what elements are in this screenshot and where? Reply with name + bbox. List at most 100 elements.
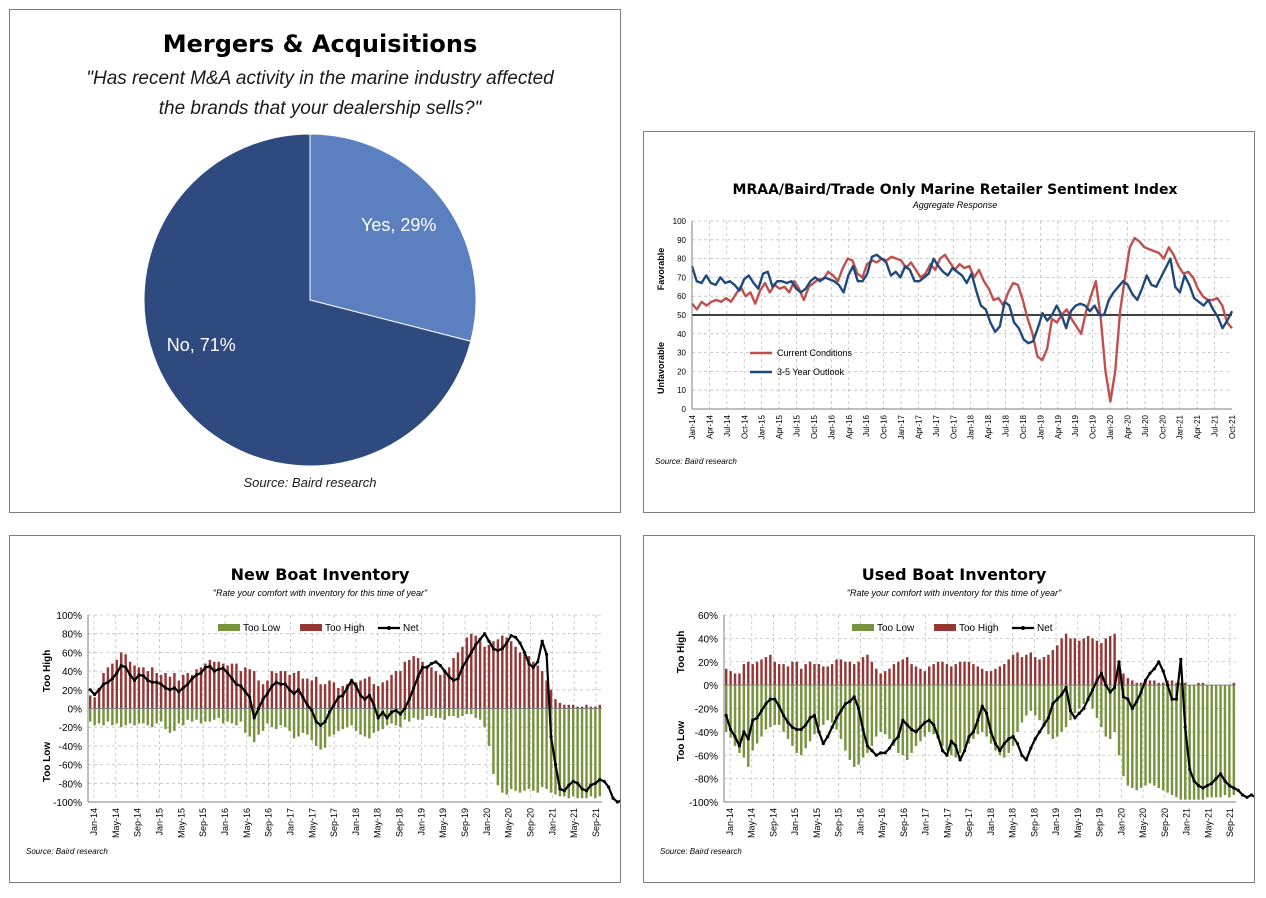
bar-too-high: [523, 654, 526, 709]
bar-too-low: [576, 708, 579, 799]
bar-too-high: [954, 664, 957, 686]
bar-too-low: [554, 708, 557, 795]
x-tick-label: Sep-15: [834, 808, 844, 837]
x-tick-label: Jan-19: [1036, 414, 1045, 439]
bar-too-high: [773, 661, 776, 686]
net-point: [376, 716, 380, 720]
net-point: [310, 708, 314, 712]
net-point: [146, 678, 150, 682]
bar-too-high: [301, 678, 305, 709]
bar-too-high: [742, 664, 746, 686]
bar-too-low: [905, 685, 909, 760]
bar-too-high: [747, 661, 750, 686]
net-point: [865, 744, 869, 748]
bar-too-low: [1232, 685, 1236, 795]
bar-too-low: [1056, 685, 1059, 737]
net-point: [1130, 706, 1134, 711]
bar-too-low: [248, 708, 251, 737]
bar-too-high: [1170, 680, 1174, 686]
net-point: [443, 669, 447, 673]
net-point: [536, 660, 540, 664]
sentiment-source: Source: Baird research: [655, 457, 737, 466]
bar-too-high: [394, 671, 398, 709]
used-inventory-plot: 60% 40% 20% 0% -20% -40% -60% -80% -100% Jan-14 Ma…: [689, 611, 1266, 838]
net-point: [914, 730, 918, 734]
bar-too-high: [1117, 664, 1121, 686]
bar-too-low: [870, 685, 874, 746]
net-point: [292, 691, 296, 696]
net-point: [181, 686, 185, 690]
bar-too-high: [580, 706, 584, 709]
x-tick-label: Apr-20: [1123, 414, 1132, 439]
net-point: [195, 673, 199, 677]
net-point: [1241, 793, 1245, 797]
bar-too-low: [1091, 685, 1094, 709]
net-point: [598, 778, 602, 782]
bar-too-high: [1003, 664, 1006, 686]
net-point: [1219, 772, 1223, 776]
bar-too-low: [159, 708, 163, 722]
net-point: [980, 704, 984, 708]
bar-too-low: [897, 685, 900, 753]
bar-too-low: [804, 685, 807, 749]
x-tick-label: Sep-17: [964, 808, 974, 837]
net-point: [341, 693, 345, 697]
bar-too-high: [910, 664, 913, 686]
y-tick-label: 60%: [698, 611, 718, 622]
net-point: [874, 753, 878, 757]
x-tick-label: Sep-21: [591, 808, 601, 837]
legend-label-too_high: Too High: [325, 623, 364, 634]
net-point: [729, 727, 733, 732]
bar-too-low: [1011, 685, 1015, 746]
bar-too-low: [168, 708, 172, 733]
bar-too-low: [1064, 685, 1068, 728]
net-point: [963, 749, 967, 753]
bar-too-high: [235, 663, 238, 709]
bar-too-low: [1113, 685, 1116, 732]
series-line-outlook: [690, 253, 1234, 345]
bar-too-low: [1042, 685, 1046, 728]
net-point: [1082, 706, 1086, 711]
bar-too-low: [883, 685, 887, 735]
bar-too-low: [1206, 685, 1209, 798]
bar-too-low: [377, 708, 380, 731]
pie-label-0: Yes, 29%: [361, 215, 436, 235]
x-tick-label: Jan-17: [897, 414, 906, 439]
bar-too-low: [425, 708, 429, 716]
net-point: [283, 682, 287, 686]
used-inventory-panel: Used Boat Inventory "Rate your comfort w…: [643, 535, 1266, 883]
net-point: [381, 710, 385, 714]
bar-too-high: [835, 659, 838, 686]
bar-too-high: [492, 641, 495, 709]
net-point: [226, 671, 230, 675]
net-point: [119, 663, 123, 668]
bar-too-low: [1104, 685, 1108, 737]
bar-too-high: [159, 674, 163, 709]
bar-too-high: [368, 676, 371, 709]
net-point: [1188, 767, 1192, 771]
net-point: [918, 725, 922, 729]
net-point: [141, 674, 145, 678]
bar-too-low: [892, 685, 896, 746]
y-tick-label: 0%: [704, 681, 719, 692]
net-point: [288, 688, 292, 692]
net-point: [500, 647, 504, 651]
net-point: [1183, 725, 1187, 729]
net-point: [514, 635, 518, 639]
bar-too-high: [1179, 682, 1183, 686]
bar-too-low: [456, 708, 460, 718]
net-point: [615, 800, 620, 804]
bar-too-high: [1025, 654, 1028, 686]
net-point: [270, 684, 274, 688]
bar-too-high: [769, 654, 772, 686]
bar-too-high: [328, 680, 331, 709]
bar-too-high: [97, 687, 101, 709]
net-point: [751, 718, 755, 722]
net-point: [1139, 690, 1143, 694]
bar-too-low: [447, 708, 451, 716]
bar-too-low: [1188, 685, 1191, 800]
y-tick-label: 90: [677, 236, 686, 245]
y-tick-label: -100%: [53, 798, 82, 809]
bar-too-high: [1007, 659, 1010, 686]
bar-too-low: [994, 685, 997, 751]
